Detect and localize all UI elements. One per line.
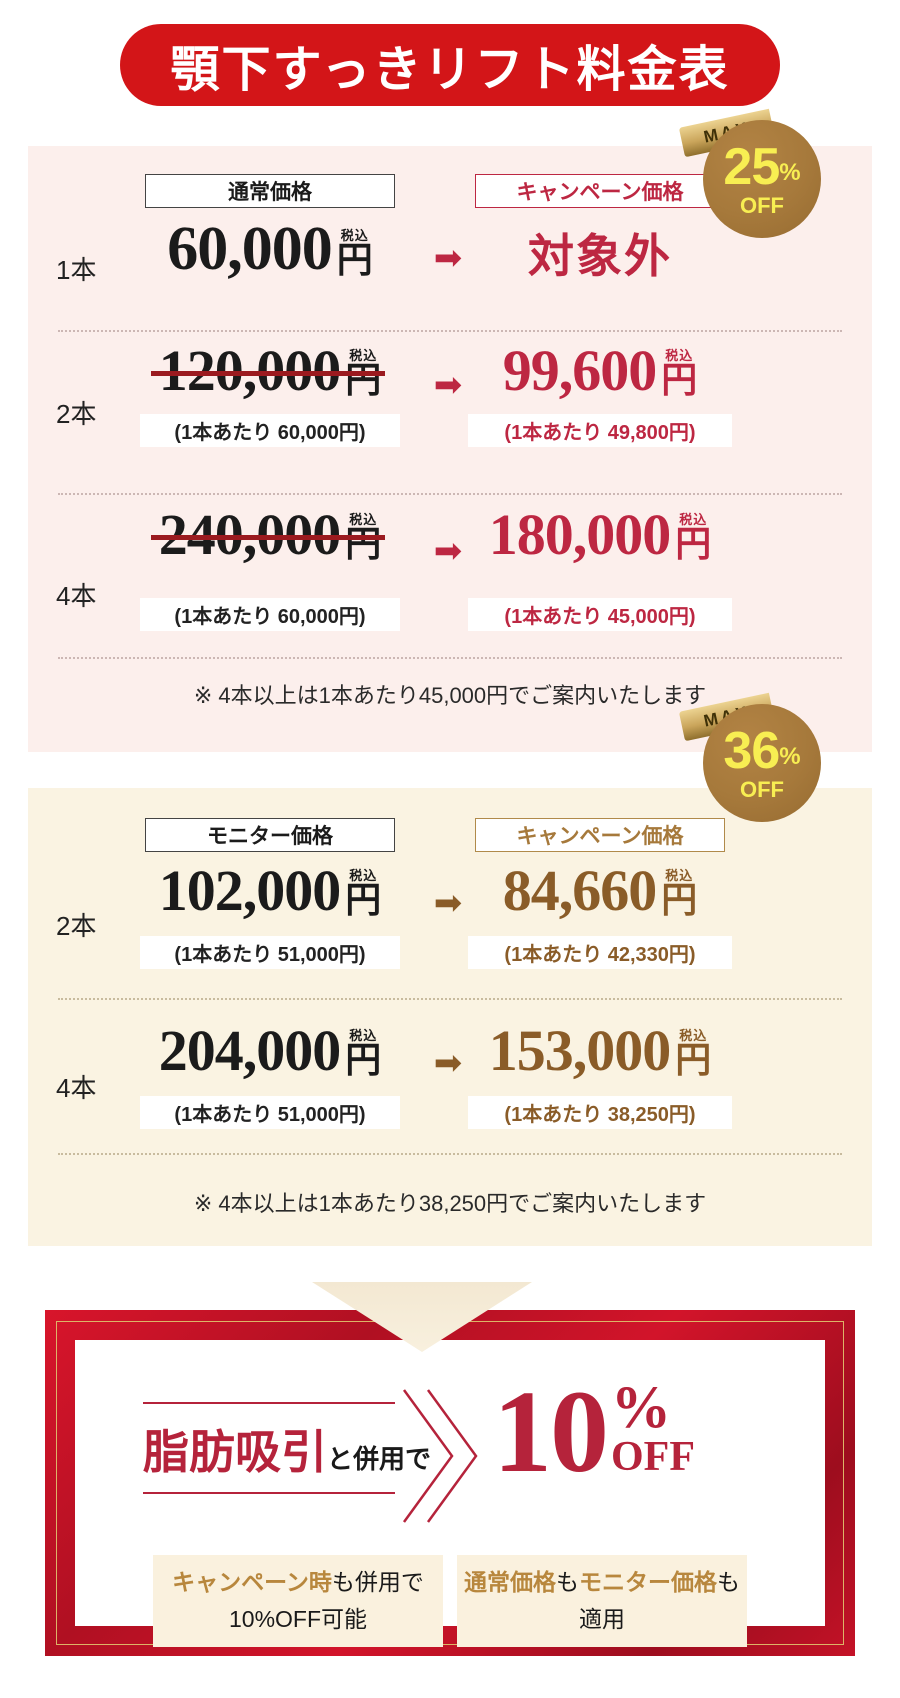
tax-included-label: 税込 bbox=[665, 348, 694, 364]
promo-detail-campaign: キャンペーン時も併用で 10%OFF可能 bbox=[153, 1555, 443, 1647]
bulk-price-note: ※ 4本以上は1本あたり45,000円でご案内いたします bbox=[193, 683, 707, 708]
monitor-price-panel: モニター価格 キャンペーン価格 2本 102,000 税込円 (1本あたり 51… bbox=[28, 788, 872, 1246]
tax-included-label: 税込 bbox=[349, 348, 378, 364]
campaign-per-unit-price: (1本あたり 49,800円) bbox=[468, 414, 732, 447]
campaign-price: 180,000 税込円 bbox=[488, 502, 712, 567]
off-label: OFF bbox=[611, 1434, 695, 1480]
arrow-right-icon: ➡ bbox=[433, 884, 463, 922]
regular-price-strike: 240,000 税込円 bbox=[110, 506, 430, 564]
off-label: OFF bbox=[740, 777, 784, 802]
column-header-monitor: モニター価格 bbox=[145, 818, 395, 852]
yen-unit: 円 bbox=[661, 360, 698, 401]
percent-sign: % bbox=[611, 1374, 671, 1440]
discount-badge-36: MAX 36 % OFF bbox=[678, 692, 828, 826]
combo-promo-box: 脂肪吸引と併用で 10 % OFF キャンペーン時も併用で 10%OFF可能 bbox=[45, 1310, 855, 1656]
campaign-price: 99,600 税込円 bbox=[502, 338, 698, 403]
yen-unit: 円 bbox=[345, 880, 382, 921]
tax-included-label: 税込 bbox=[340, 228, 369, 244]
page-title-banner: 顎下すっきリフト料金表 bbox=[120, 24, 780, 106]
campaign-per-unit-price: (1本あたり 45,000円) bbox=[468, 598, 732, 631]
row-divider bbox=[58, 493, 842, 495]
campaign-price: 84,660 税込円 bbox=[502, 858, 698, 923]
promo-inner: 脂肪吸引と併用で 10 % OFF キャンペーン時も併用で 10%OFF可能 bbox=[75, 1340, 825, 1647]
regular-price: 60,000 税込円 bbox=[167, 215, 373, 283]
campaign-price: 153,000 税込円 bbox=[488, 1018, 712, 1083]
percent-sign: % bbox=[779, 159, 801, 186]
arrow-right-icon: ➡ bbox=[433, 532, 463, 570]
row-qty: 2本 bbox=[56, 399, 97, 429]
strikethrough-price: 240,000 税込円 bbox=[150, 502, 385, 567]
tax-included-label: 税込 bbox=[665, 868, 694, 884]
row-divider bbox=[58, 330, 842, 332]
liposuction-highlight: 脂肪吸引 bbox=[143, 1427, 327, 1478]
combo-label: 脂肪吸引と併用で bbox=[143, 1402, 431, 1494]
discount-percent: 36 bbox=[723, 722, 780, 780]
double-chevron-icon bbox=[402, 1389, 478, 1523]
arrow-right-icon: ➡ bbox=[433, 239, 463, 277]
discount-percent: 25 bbox=[723, 138, 780, 196]
yen-unit: 円 bbox=[345, 524, 382, 565]
tax-included-label: 税込 bbox=[349, 512, 378, 528]
per-unit-price: (1本あたり 51,000円) bbox=[140, 1096, 400, 1129]
ten-percent-off: 10 % OFF bbox=[493, 1366, 695, 1497]
row-qty: 4本 bbox=[56, 1073, 97, 1103]
monitor-price: 204,000 税込円 bbox=[158, 1018, 382, 1083]
arrow-right-icon: ➡ bbox=[433, 366, 463, 404]
row-qty: 1本 bbox=[56, 255, 97, 285]
page-title: 顎下すっきリフト料金表 bbox=[170, 42, 730, 97]
strikethrough-price: 120,000 税込円 bbox=[150, 338, 385, 403]
yen-unit: 円 bbox=[675, 1040, 712, 1081]
regular-price-panel: 通常価格 キャンペーン価格 1本 60,000 税込円 ➡ 対象外 2本 120… bbox=[28, 146, 872, 752]
column-header-regular: 通常価格 bbox=[145, 174, 395, 208]
discount-badge-25: MAX 25 % OFF bbox=[678, 108, 828, 242]
off-label: OFF bbox=[740, 193, 784, 218]
discount-number: 10 bbox=[493, 1366, 609, 1497]
per-unit-price: (1本あたり 60,000円) bbox=[140, 598, 400, 631]
promo-detail-prices: 通常価格もモニター価格も 適用 bbox=[457, 1555, 747, 1647]
tax-included-label: 税込 bbox=[679, 512, 708, 528]
bulk-price-note: ※ 4本以上は1本あたり38,250円でご案内いたします bbox=[193, 1191, 707, 1216]
per-unit-price: (1本あたり 51,000円) bbox=[140, 936, 400, 969]
campaign-per-unit-price: (1本あたり 38,250円) bbox=[468, 1096, 732, 1129]
campaign-per-unit-price: (1本あたり 42,330円) bbox=[468, 936, 732, 969]
row-qty: 4本 bbox=[56, 581, 97, 611]
tax-included-label: 税込 bbox=[349, 868, 378, 884]
discount-circle-icon: 36 % OFF bbox=[703, 704, 821, 822]
yen-unit: 円 bbox=[336, 240, 373, 281]
promo-detail-boxes: キャンペーン時も併用で 10%OFF可能 通常価格もモニター価格も 適用 bbox=[75, 1555, 825, 1647]
percent-sign: % bbox=[779, 743, 801, 770]
per-unit-price: (1本あたり 60,000円) bbox=[140, 414, 400, 447]
row-divider bbox=[58, 657, 842, 659]
yen-unit: 円 bbox=[675, 524, 712, 565]
row-divider bbox=[58, 1153, 842, 1155]
column-header-campaign: キャンペーン価格 bbox=[475, 818, 725, 852]
monitor-price: 102,000 税込円 bbox=[158, 858, 382, 923]
discount-circle-icon: 25 % OFF bbox=[703, 120, 821, 238]
campaign-excluded: 対象外 bbox=[528, 231, 672, 282]
regular-price-strike: 120,000 税込円 bbox=[110, 342, 430, 400]
yen-unit: 円 bbox=[661, 880, 698, 921]
row-divider bbox=[58, 998, 842, 1000]
row-qty: 2本 bbox=[56, 911, 97, 941]
tax-included-label: 税込 bbox=[349, 1028, 378, 1044]
yen-unit: 円 bbox=[345, 1040, 382, 1081]
yen-unit: 円 bbox=[345, 360, 382, 401]
arrow-right-icon: ➡ bbox=[433, 1044, 463, 1082]
tax-included-label: 税込 bbox=[679, 1028, 708, 1044]
